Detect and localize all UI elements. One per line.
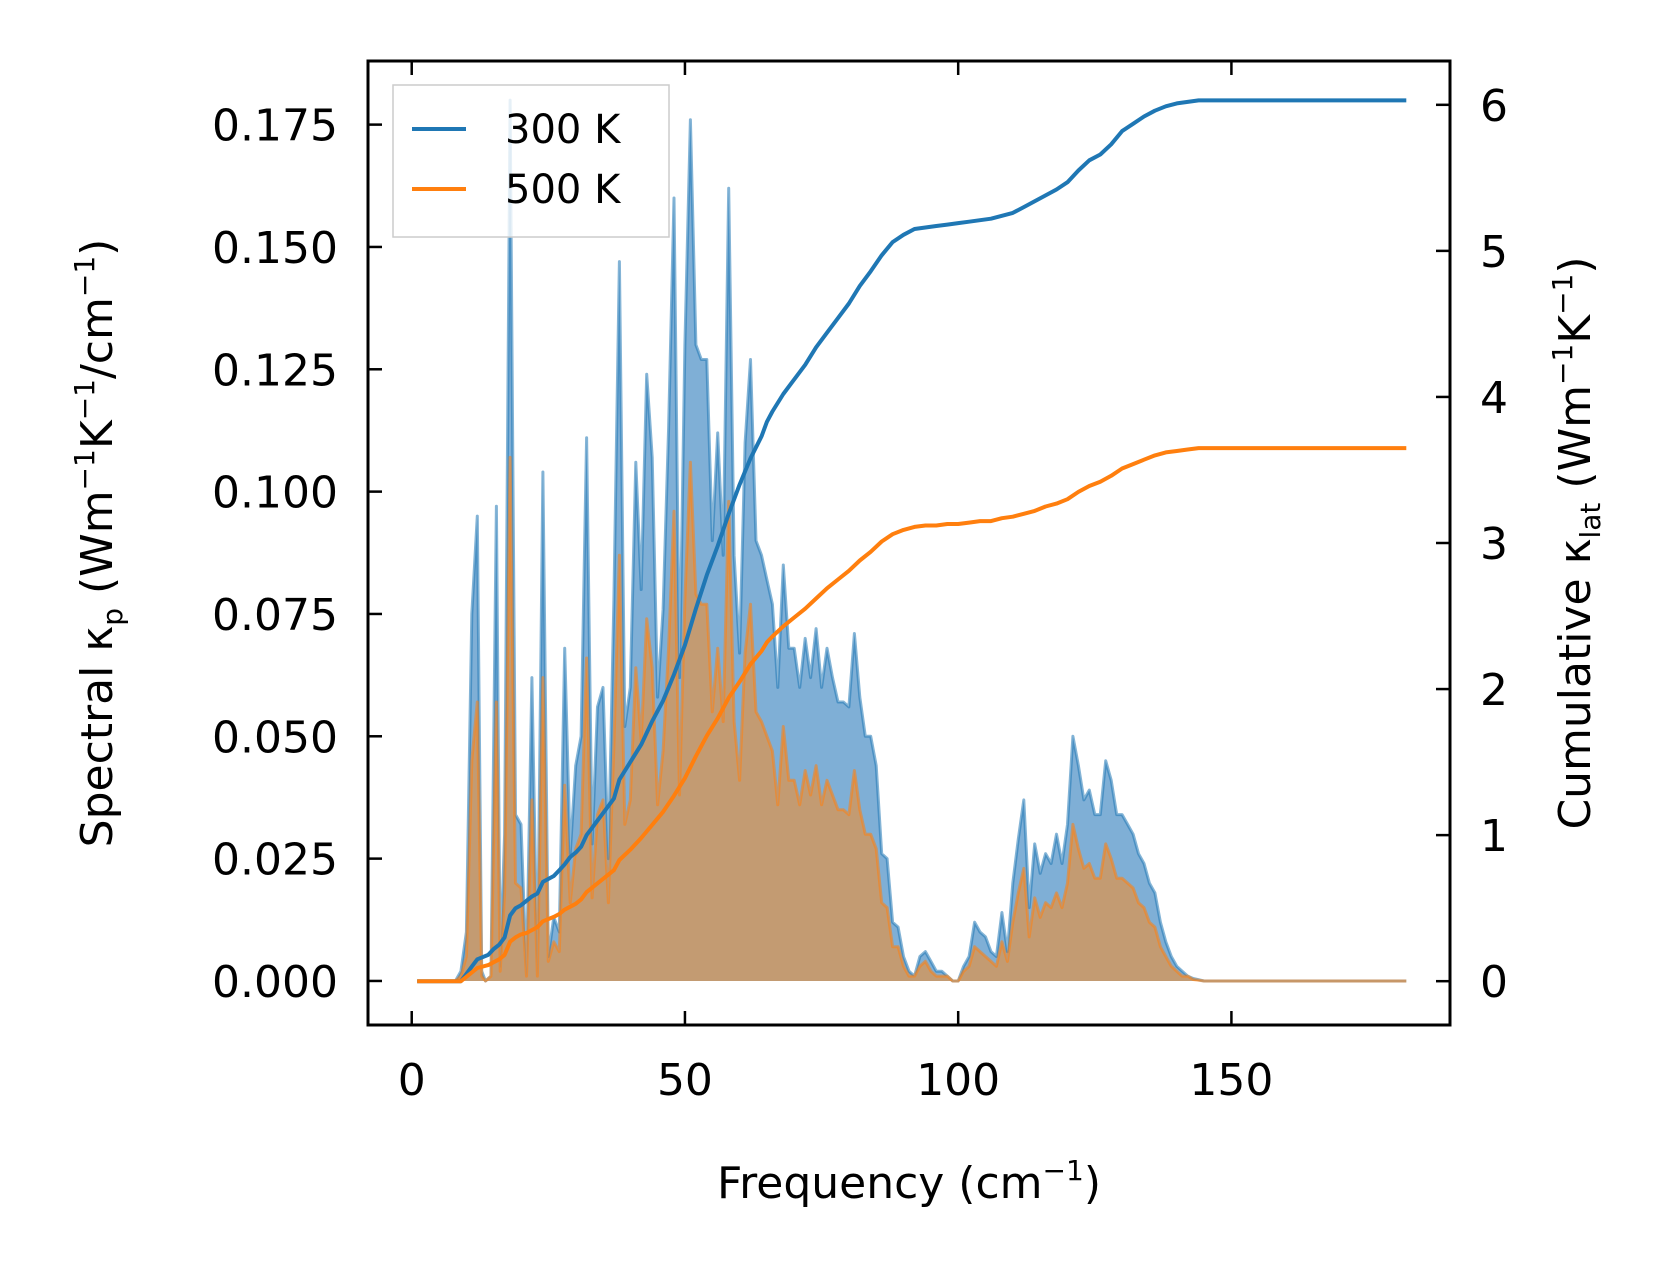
y-right-tick-label: 2 [1480, 665, 1508, 716]
spectral-area-500k [417, 457, 1407, 981]
y-left-tick-label: 0.100 [212, 468, 338, 519]
x-tick-label: 150 [1189, 1055, 1273, 1106]
legend-label-300k: 300 K [505, 107, 622, 153]
x-axis: 0 50 100 150 [398, 61, 1273, 1106]
y-left-tick-label: 0.000 [212, 957, 338, 1008]
y-right-tick-label: 0 [1480, 957, 1508, 1008]
y-axis-left: 0.000 0.025 0.050 0.075 0.100 0.125 0.150 0.175 [212, 101, 382, 1008]
y-axis-left-label: Spectral κp (Wm−1K−1/cm−1) [68, 239, 129, 848]
y-left-tick-label: 0.025 [212, 835, 338, 886]
y-left-tick-label: 0.075 [212, 590, 338, 641]
x-tick-label: 0 [398, 1055, 426, 1106]
spectral-line-300k [417, 98, 1407, 983]
legend-label-500k: 500 K [505, 167, 622, 213]
legend: 300 K 500 K [392, 84, 670, 238]
y-axis-right-label: Cumulative κlat (Wm−1K−1) [1546, 256, 1607, 829]
x-axis-label: Frequency (cm−1) [717, 1154, 1101, 1209]
y-axis-right: 0 1 2 3 4 5 6 [1436, 81, 1508, 1008]
x-tick-label: 100 [916, 1055, 1000, 1106]
y-left-tick-label: 0.050 [212, 712, 338, 763]
spectral-line-500k [417, 455, 1407, 983]
spectral-fill-layer [417, 98, 1407, 983]
y-left-tick-label: 0.175 [212, 101, 338, 152]
cumulative-line-300k [417, 98, 1407, 984]
legend-box [392, 84, 670, 238]
y-right-tick-label: 1 [1480, 811, 1508, 862]
x-tick-label: 50 [657, 1055, 713, 1106]
y-left-tick-label: 0.150 [212, 223, 338, 274]
line-layer [417, 98, 1407, 984]
y-right-tick-label: 6 [1480, 81, 1508, 132]
y-right-tick-label: 5 [1480, 227, 1508, 278]
y-left-tick-label: 0.125 [212, 345, 338, 396]
y-right-tick-label: 4 [1480, 373, 1508, 424]
cumulative-line-500k [417, 446, 1407, 984]
y-right-tick-label: 3 [1480, 519, 1508, 570]
